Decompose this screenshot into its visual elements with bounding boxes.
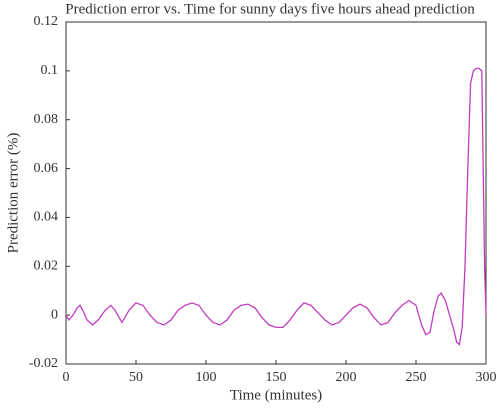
y-axis-label: Prediction error (%): [5, 133, 21, 254]
x-axis-label: Time (minutes): [230, 387, 322, 403]
y-tick-label: 0.12: [34, 14, 59, 29]
y-tick-label: 0.08: [34, 112, 59, 127]
plot-frame: [65, 21, 487, 365]
y-tick-label: 0: [51, 307, 58, 322]
y-tick-label: 0.02: [34, 259, 59, 274]
y-tick-label: 0.04: [34, 210, 59, 225]
x-tick-label: 50: [129, 370, 143, 385]
x-tick-label: 150: [266, 370, 287, 385]
y-tick-label: -0.02: [29, 356, 58, 371]
y-tick-label: 0.1: [41, 63, 59, 78]
x-tick-label: 100: [196, 370, 217, 385]
x-tick-label: 250: [406, 370, 427, 385]
x-tick-label: 0: [63, 370, 70, 385]
x-tick-label: 200: [336, 370, 357, 385]
chart-title: Prediction error vs. Time for sunny days…: [65, 1, 475, 17]
data-line: [65, 67, 487, 346]
x-tick-label: 300: [476, 370, 497, 385]
y-tick-label: 0.06: [34, 161, 59, 176]
